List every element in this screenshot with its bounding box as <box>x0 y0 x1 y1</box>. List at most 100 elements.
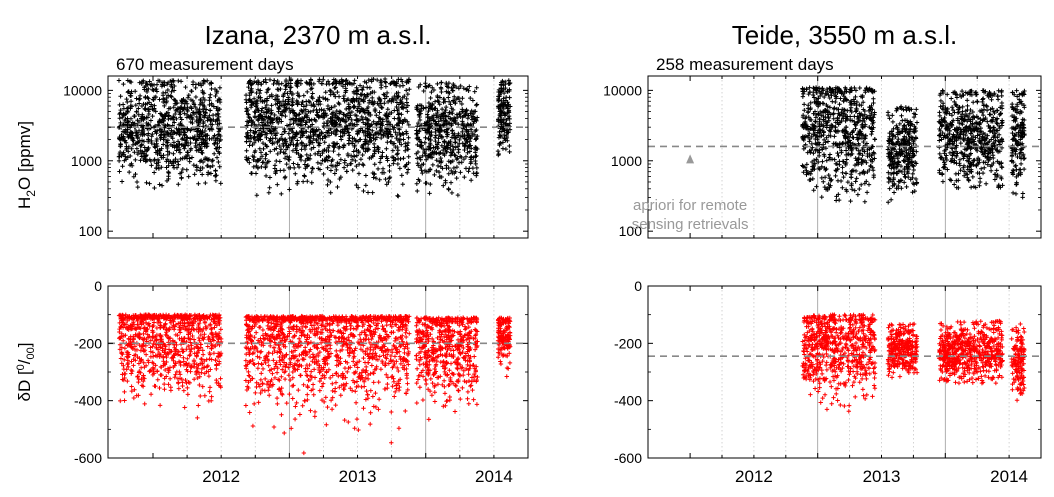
data-point <box>321 172 325 176</box>
data-point <box>200 172 204 176</box>
data-point <box>124 97 128 101</box>
data-point <box>147 181 151 185</box>
data-point <box>406 155 410 159</box>
data-point <box>891 120 895 124</box>
data-point <box>857 187 861 191</box>
data-point <box>1000 94 1004 98</box>
data-point <box>345 169 349 173</box>
data-point <box>439 80 443 84</box>
data-point <box>441 183 445 187</box>
data-point <box>203 181 207 185</box>
data-point <box>915 120 919 124</box>
data-point <box>287 187 291 191</box>
data-point <box>982 166 986 170</box>
data-point <box>375 78 379 82</box>
data-point <box>271 82 275 86</box>
data-point <box>156 378 160 382</box>
data-point <box>129 94 133 98</box>
data-point <box>460 96 464 100</box>
data-point <box>310 86 314 90</box>
data-point <box>833 174 837 178</box>
data-point <box>368 86 372 90</box>
data-point <box>152 186 156 190</box>
data-point <box>406 141 410 145</box>
data-point <box>118 116 122 120</box>
data-point <box>212 152 216 156</box>
data-point <box>807 139 811 143</box>
data-point <box>254 171 258 175</box>
data-point <box>984 182 988 186</box>
data-point <box>988 129 992 133</box>
data-point <box>449 180 453 184</box>
data-point <box>810 142 814 146</box>
data-point <box>892 190 896 194</box>
data-point <box>117 78 121 82</box>
data-point <box>844 171 848 175</box>
data-point <box>886 200 890 204</box>
data-point <box>208 108 212 112</box>
data-point <box>316 161 320 165</box>
data-point <box>152 170 156 174</box>
data-point <box>357 102 361 106</box>
data-point <box>161 93 165 97</box>
data-point <box>143 96 147 100</box>
data-point <box>283 114 287 118</box>
data-point <box>404 97 408 101</box>
data-point <box>337 152 341 156</box>
data-point <box>275 182 279 186</box>
data-point <box>283 129 287 133</box>
data-point <box>836 179 840 183</box>
data-point <box>377 110 381 114</box>
measurement-days-label: 670 measurement days <box>116 55 294 74</box>
data-point <box>436 164 440 168</box>
data-point <box>904 185 908 189</box>
data-point <box>150 114 154 118</box>
data-point <box>161 142 165 146</box>
data-point <box>179 79 183 83</box>
data-point <box>268 149 272 153</box>
data-point <box>806 103 810 107</box>
data-point <box>169 94 173 98</box>
data-point <box>811 151 815 155</box>
data-point <box>293 172 297 176</box>
data-point <box>820 176 824 180</box>
data-point <box>395 194 399 198</box>
data-point <box>329 190 333 194</box>
data-point <box>989 98 993 102</box>
data-point <box>937 110 941 114</box>
data-point <box>423 141 427 145</box>
data-point <box>405 109 409 113</box>
data-point <box>828 152 832 156</box>
data-point <box>900 118 904 122</box>
data-point <box>995 108 999 112</box>
data-point <box>867 182 871 186</box>
data-point <box>205 79 209 83</box>
data-point <box>125 106 129 110</box>
data-point <box>473 89 477 93</box>
data-point <box>211 158 215 162</box>
data-point <box>466 116 470 120</box>
data-point <box>837 198 841 202</box>
data-point <box>384 84 388 88</box>
data-point <box>832 134 836 138</box>
data-point <box>971 175 975 179</box>
data-point <box>1022 157 1026 161</box>
data-point <box>335 185 339 189</box>
data-point <box>800 163 804 167</box>
data-point <box>209 87 213 91</box>
data-point <box>999 121 1003 125</box>
data-point <box>176 182 180 186</box>
data-point <box>191 80 195 84</box>
data-point <box>269 103 273 107</box>
data-point <box>195 168 199 172</box>
data-point <box>143 107 147 111</box>
data-point <box>328 180 332 184</box>
data-point <box>998 126 1002 130</box>
data-point <box>424 105 428 109</box>
data-point <box>841 175 845 179</box>
data-point <box>133 158 137 162</box>
data-point <box>143 402 147 406</box>
data-point <box>400 173 404 177</box>
data-point <box>135 180 139 184</box>
data-point <box>267 191 271 195</box>
